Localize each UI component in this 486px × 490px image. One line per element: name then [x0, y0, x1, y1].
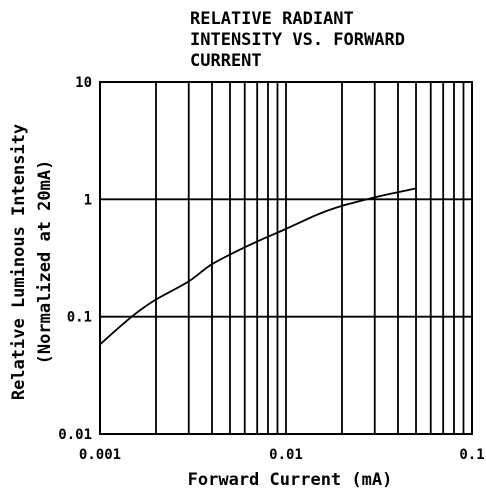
y-tick-label: 0.1 — [67, 310, 92, 326]
y-axis-label-line: (Normalized at 20mA) — [35, 160, 55, 365]
y-tick-label: 10 — [75, 75, 92, 91]
series-group — [99, 187, 417, 346]
series-line — [99, 187, 417, 346]
x-tick-label: 0.001 — [79, 447, 121, 463]
chart-title-line: INTENSITY VS. FORWARD — [190, 30, 405, 50]
plot-border — [99, 81, 473, 435]
y-tick-label: 1 — [84, 192, 92, 208]
grid — [100, 82, 472, 434]
y-axis-ticks: 0.01 0.1 1 10 — [58, 75, 92, 443]
plot-frame — [99, 81, 473, 435]
x-tick-label: 0.1 — [459, 447, 484, 463]
x-tick-label: 0.01 — [269, 447, 303, 463]
chart-title-line: RELATIVE RADIANT — [190, 9, 354, 29]
y-axis-label-line: Relative Luminous Intensity — [9, 124, 29, 400]
x-axis-ticks: 0.001 0.01 0.1 — [79, 447, 485, 463]
y-axis-label: Relative Luminous Intensity (Normalized a… — [9, 124, 55, 400]
chart-title-line: CURRENT — [190, 51, 262, 71]
y-tick-label: 0.01 — [58, 427, 92, 443]
x-axis-label: Forward Current (mA) — [188, 470, 393, 490]
